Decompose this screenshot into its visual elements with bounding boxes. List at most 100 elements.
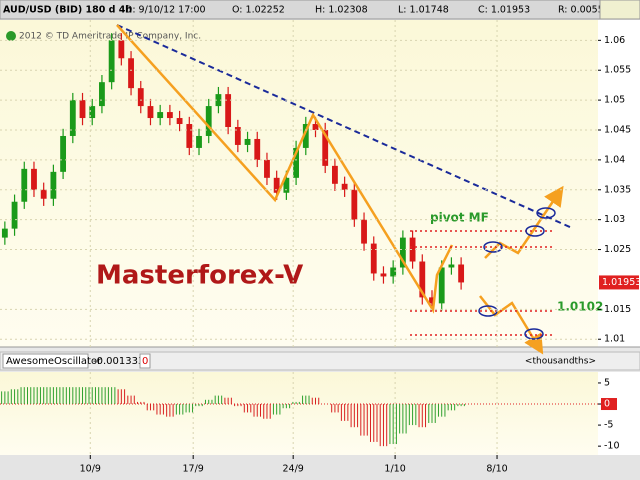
candle-body bbox=[40, 189, 47, 199]
candle-body bbox=[147, 106, 154, 119]
candle-body bbox=[50, 171, 57, 199]
y-tick-label: 1.03 bbox=[604, 214, 625, 225]
header-field: R: 0.00553 bbox=[558, 5, 610, 16]
candle-body bbox=[215, 94, 222, 107]
header-field: O: 1.02252 bbox=[232, 5, 285, 16]
marker-ring bbox=[536, 207, 556, 219]
candle-body bbox=[205, 106, 212, 136]
candle-body bbox=[89, 106, 96, 119]
candle-body bbox=[399, 237, 406, 268]
candle-body bbox=[11, 201, 18, 229]
header-bar bbox=[0, 0, 640, 20]
candle-body bbox=[448, 264, 455, 268]
header-field: C: 1.01953 bbox=[478, 5, 530, 16]
header-field: AUD/USD (BID) 180 d 4h bbox=[3, 5, 132, 16]
header-field: D: 9/10/12 17:00 bbox=[125, 5, 206, 16]
candle-body bbox=[244, 138, 251, 145]
x-tick-label: 1/10 bbox=[384, 464, 405, 475]
osc-zero-box bbox=[139, 353, 151, 369]
candle-body bbox=[234, 127, 241, 145]
candle-body bbox=[254, 138, 261, 160]
osc-zero: 0 bbox=[142, 356, 148, 367]
y-tick-label: 1.045 bbox=[604, 124, 631, 135]
wave-line bbox=[116, 24, 454, 314]
y-tick-label: 1.06 bbox=[604, 35, 625, 46]
osc-name-box[interactable] bbox=[2, 353, 89, 369]
header-field: L: 1.01748 bbox=[398, 5, 449, 16]
zero-tag bbox=[601, 398, 617, 411]
candle-body bbox=[1, 228, 8, 238]
candle-body bbox=[438, 267, 445, 304]
candle-body bbox=[370, 243, 377, 274]
candle-body bbox=[176, 118, 183, 125]
marker-ring bbox=[524, 328, 544, 340]
level-label: 1.0102 bbox=[557, 300, 603, 314]
y-tick-label: -5 bbox=[604, 420, 613, 431]
y-tick-label: 1.025 bbox=[604, 244, 631, 255]
candle-body bbox=[118, 40, 125, 59]
candle-body bbox=[166, 112, 173, 119]
candle-body bbox=[332, 165, 338, 184]
annotations: pivot MF 1.0102 Masterforex-V bbox=[96, 24, 603, 355]
watermark: Masterforex-V bbox=[96, 261, 303, 291]
candle-body bbox=[293, 147, 299, 178]
candle-body bbox=[312, 124, 319, 130]
candle-body bbox=[390, 267, 397, 277]
osc-axis-bg bbox=[598, 372, 640, 455]
candle-body bbox=[79, 100, 86, 119]
candle-body bbox=[137, 88, 144, 107]
info-icon[interactable] bbox=[6, 31, 16, 41]
osc-panel bbox=[0, 372, 598, 455]
x-tick-label: 24/9 bbox=[283, 464, 304, 475]
y-tick-label: 1.055 bbox=[604, 65, 631, 76]
candle-body bbox=[196, 135, 202, 148]
toolbar-icon[interactable] bbox=[599, 0, 640, 20]
header-field: H: 1.02308 bbox=[315, 5, 368, 16]
candle-body bbox=[341, 183, 348, 190]
price-panel bbox=[0, 20, 598, 347]
candle-body bbox=[225, 94, 232, 128]
candle-body bbox=[273, 177, 280, 193]
y-tick-label: 5 bbox=[604, 377, 610, 388]
candle-body bbox=[361, 219, 367, 244]
candle-body bbox=[186, 124, 193, 148]
x-tick-label: 8/10 bbox=[486, 464, 507, 475]
candle-body bbox=[409, 237, 416, 262]
candle-body bbox=[264, 159, 270, 178]
osc-name: AwesomeOscillator bbox=[6, 356, 102, 367]
x-tick-label: 10/9 bbox=[80, 464, 101, 475]
copyright: 2012 © TD Ameritrade IP Company, Inc. bbox=[19, 32, 201, 42]
candle-body bbox=[69, 100, 76, 136]
candle-body bbox=[128, 58, 134, 89]
y-tick-label: 0 bbox=[604, 399, 610, 410]
candle-body bbox=[157, 112, 164, 119]
candle-body bbox=[31, 168, 37, 190]
date-axis-bg bbox=[0, 455, 640, 480]
candle-body bbox=[108, 40, 115, 83]
candles bbox=[1, 33, 465, 311]
candle-body bbox=[429, 297, 435, 304]
unit-label: <thousandths> bbox=[525, 357, 596, 367]
x-tick-label: 17/9 bbox=[183, 464, 204, 475]
y-tick-label: 1.035 bbox=[604, 184, 631, 195]
y-tick-label: 1.015 bbox=[604, 304, 631, 315]
projection-up bbox=[484, 185, 564, 259]
y-tick-label: 1.04 bbox=[604, 154, 625, 165]
candle-body bbox=[351, 189, 358, 220]
candle-body bbox=[60, 135, 67, 172]
y-tick-label: 1.01 bbox=[604, 334, 625, 345]
candle-body bbox=[302, 124, 309, 148]
candle-body bbox=[99, 82, 105, 107]
last-price-tag bbox=[599, 275, 639, 290]
pivot-label: pivot MF bbox=[430, 211, 489, 225]
price-axis-bg bbox=[598, 20, 640, 347]
candle-body bbox=[21, 168, 28, 202]
last-price-label: 1.01953 bbox=[602, 277, 640, 288]
marker-ring bbox=[525, 225, 545, 237]
trend-line bbox=[116, 24, 573, 229]
osc-value: -0.001333 bbox=[93, 356, 144, 367]
y-tick-label: 1.05 bbox=[604, 95, 625, 106]
candle-body bbox=[458, 264, 465, 283]
candle-body bbox=[283, 177, 290, 193]
